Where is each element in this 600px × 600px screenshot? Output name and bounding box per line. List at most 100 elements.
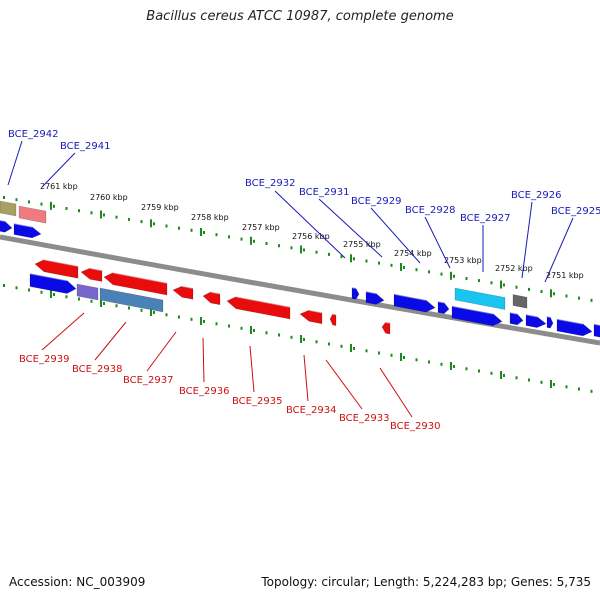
lower-tick <box>290 335 293 339</box>
lower-tick-major <box>200 317 202 325</box>
leader-line <box>318 198 383 258</box>
upper-tick <box>240 237 243 241</box>
lower-tick <box>553 383 555 386</box>
gene-forward <box>525 314 547 328</box>
lower-tick <box>240 326 243 330</box>
gene-label-BCE_2928: BCE_2928 <box>405 205 455 216</box>
gene-BCE_2936 <box>172 285 194 300</box>
upper-tick <box>315 250 318 254</box>
gene-forward <box>451 305 503 327</box>
upper-tick <box>490 281 493 285</box>
upper-tick <box>40 202 43 206</box>
genome-summary-text: Topology: circular; Length: 5,224,283 bp… <box>261 575 591 589</box>
leader-line <box>325 359 363 410</box>
gene-BCE_2935 <box>226 296 291 320</box>
upper-tick <box>478 279 480 283</box>
gene-BCE_2929-shine <box>393 293 427 301</box>
lower-tick <box>178 315 180 319</box>
lower-tick <box>503 374 505 377</box>
upper-tick <box>115 215 118 219</box>
gene-forward <box>509 312 524 326</box>
upper-tick <box>365 259 368 263</box>
lower-tick <box>590 389 593 393</box>
gene-reverse-shine <box>210 291 221 295</box>
gene-label-BCE_2942: BCE_2942 <box>8 129 58 140</box>
gene-BCE_2927 <box>454 287 506 310</box>
upper-tick <box>590 298 593 302</box>
leader-line <box>521 201 533 279</box>
gene-reverse-shine <box>43 258 79 267</box>
lower-tick-major <box>100 299 102 307</box>
upper-tick <box>28 200 30 204</box>
lower-tick-major <box>400 353 402 361</box>
kbp-label: 2755 kbp <box>343 240 381 249</box>
lower-tick <box>15 286 18 290</box>
map-title: Bacillus cereus ATCC 10987, complete gen… <box>146 9 454 24</box>
upper-tick <box>390 263 393 267</box>
gene-forward-shine <box>525 313 538 318</box>
kbp-label: 2751 kbp <box>546 271 584 280</box>
gene-reverse <box>80 267 103 282</box>
lower-tick <box>565 385 568 389</box>
lower-tick <box>128 306 130 310</box>
upper-tick <box>440 272 443 276</box>
gene-steel <box>99 287 164 313</box>
upper-tick <box>3 196 5 199</box>
upper-tick <box>215 233 218 237</box>
upper-tick <box>265 242 268 245</box>
lower-tick <box>40 290 43 294</box>
leader-line <box>544 217 574 283</box>
upper-tick <box>415 268 418 272</box>
upper-tick <box>228 235 230 239</box>
gene-label-BCE_2935: BCE_2935 <box>232 396 282 407</box>
upper-tick-major <box>50 201 52 210</box>
gene-BCE_2936-shine <box>181 285 194 290</box>
gene-features <box>0 200 600 338</box>
gene-label-BCE_2938: BCE_2938 <box>72 364 122 375</box>
gene-forward-shine <box>509 311 518 315</box>
gene-label-BCE_2927: BCE_2927 <box>460 213 510 224</box>
upper-tick <box>153 222 155 226</box>
leader-line <box>7 140 23 186</box>
upper-tick <box>278 244 280 248</box>
gene-BCE_2928 <box>437 301 450 314</box>
upper-tick-major <box>150 219 152 228</box>
lower-tick <box>203 320 205 323</box>
upper-tick <box>178 226 180 230</box>
gene-BCE_2928-shine <box>437 300 445 304</box>
upper-tick <box>290 246 293 250</box>
gene-forward-shine <box>0 219 5 222</box>
gene-label-BCE_2933: BCE_2933 <box>339 413 389 424</box>
kbp-label: 2757 kbp <box>242 223 280 232</box>
gene-BCE_2937-shine <box>112 271 168 284</box>
upper-tick <box>340 255 343 259</box>
lower-tick <box>378 351 380 355</box>
upper-tick <box>403 266 405 269</box>
upper-tick <box>540 290 543 294</box>
lower-tick-major <box>350 344 352 352</box>
gene-BCE_2934 <box>299 309 323 325</box>
upper-tick <box>553 292 555 296</box>
lower-tick <box>528 378 530 382</box>
genome-backbone <box>0 234 600 346</box>
upper-tick <box>103 213 105 217</box>
lower-tick <box>265 331 268 335</box>
kbp-label: 2760 kbp <box>90 193 128 202</box>
lower-tick <box>515 376 518 380</box>
upper-tick-major <box>250 236 252 245</box>
gene-label-BCE_2926: BCE_2926 <box>511 190 561 201</box>
gene-BCE_2926 <box>512 294 528 309</box>
lower-tick <box>78 297 80 301</box>
gene-label-BCE_2925: BCE_2925 <box>551 206 600 217</box>
lower-tick <box>453 365 455 368</box>
lower-tick <box>90 299 93 303</box>
gene-BCE_2937 <box>103 272 168 296</box>
leader-line <box>41 152 76 188</box>
upper-tick-major <box>300 245 302 254</box>
lower-tick-major <box>50 290 52 298</box>
leader-line <box>146 331 177 372</box>
upper-tick <box>578 296 580 300</box>
lower-tick <box>428 360 430 364</box>
lower-tick <box>328 342 330 346</box>
